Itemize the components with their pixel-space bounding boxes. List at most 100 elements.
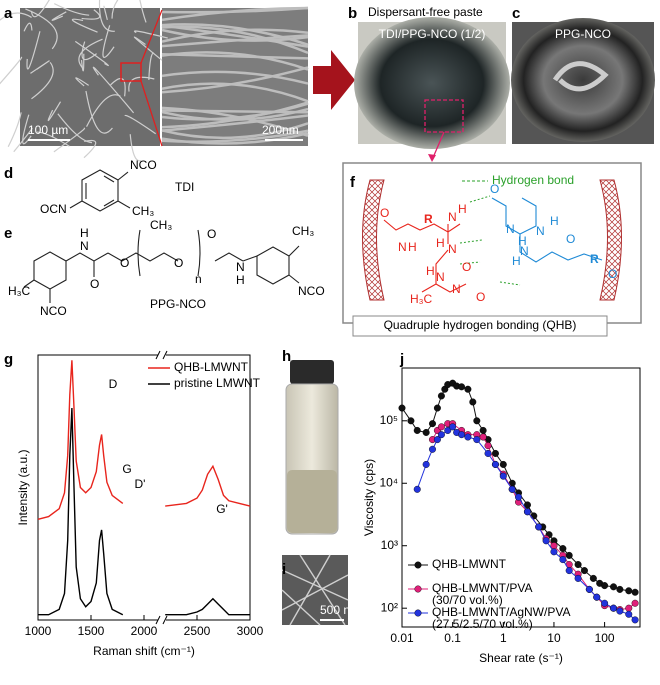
fiber <box>30 60 50 74</box>
x-tick-label: 10 <box>547 631 561 645</box>
fiber <box>53 127 86 153</box>
fiber <box>80 53 85 72</box>
fiber <box>83 139 97 159</box>
legend-marker <box>414 585 422 593</box>
atom: N <box>452 282 461 296</box>
fiber <box>23 22 33 32</box>
atom: NCO <box>298 284 325 298</box>
fiber <box>129 134 142 162</box>
x-tick-label: 2500 <box>184 624 211 638</box>
atom: N <box>520 244 529 258</box>
marker <box>625 604 633 612</box>
fiber <box>134 36 163 61</box>
atom: O <box>174 256 183 270</box>
fiber <box>161 114 309 132</box>
scale-bar-label: 500 nm <box>320 603 360 617</box>
fiber <box>161 66 309 94</box>
marker <box>437 392 445 400</box>
fiber <box>92 66 135 114</box>
zoom-box <box>120 62 142 82</box>
caption-box <box>352 315 608 337</box>
fiber <box>161 23 309 46</box>
atom: N <box>436 270 445 284</box>
legend-note: (27.5/2.5/70 vol.%) <box>432 617 533 631</box>
y-tick-label: 10³ <box>381 538 398 552</box>
series-line <box>38 407 250 616</box>
marker <box>574 574 582 582</box>
paste-swirl <box>552 61 609 92</box>
marker <box>413 485 421 493</box>
atom: N <box>506 222 515 236</box>
legend-note: (30/70 vol.%) <box>432 593 503 607</box>
x-tick-label: 2000 <box>131 624 158 638</box>
atom: OCN <box>40 202 67 216</box>
fiber <box>22 114 32 145</box>
series-line <box>37 360 251 520</box>
fiber <box>111 0 119 19</box>
atom: CH₃ <box>132 204 154 218</box>
fiber <box>78 38 103 70</box>
fiber <box>124 114 157 135</box>
atom: H <box>512 254 521 268</box>
panel-label: f <box>350 174 356 191</box>
fiber <box>0 56 23 85</box>
marker <box>398 404 406 412</box>
marker <box>469 398 477 406</box>
fiber <box>74 40 110 67</box>
panel-label: i <box>282 561 286 578</box>
marker <box>530 512 538 520</box>
marker <box>484 442 492 450</box>
marker <box>491 449 499 457</box>
fiber <box>86 94 121 127</box>
legend-label: QHB-LMWNT/AgNW/PVA <box>432 605 570 619</box>
fiber <box>128 76 155 92</box>
y-axis-label: Viscosity (cps) <box>362 459 376 536</box>
atom: H <box>80 226 89 240</box>
atom: O <box>608 267 617 281</box>
marker <box>458 431 466 439</box>
nanotube <box>362 179 385 301</box>
peak-label: D <box>109 377 118 391</box>
marker <box>444 426 452 434</box>
atom: H₃C <box>410 292 433 306</box>
fiber <box>110 77 126 97</box>
fiber <box>161 6 309 22</box>
fiber <box>31 61 54 100</box>
fiber <box>51 11 67 21</box>
marker <box>616 607 624 615</box>
paste-photo <box>511 18 655 142</box>
marker <box>585 585 593 593</box>
x-tick-label: 0.1 <box>444 631 461 645</box>
x-axis-label: Raman shift (cm⁻¹) <box>93 644 195 658</box>
y-tick-label: 10⁴ <box>379 475 398 489</box>
marker <box>413 426 421 434</box>
marker <box>616 585 624 593</box>
fiber <box>85 90 113 134</box>
fiber <box>25 8 58 50</box>
marker <box>484 449 492 457</box>
atom: N <box>536 224 545 238</box>
tdi-structure <box>69 169 131 212</box>
atom: CH₃ <box>150 218 172 232</box>
ppg-structure <box>23 229 300 303</box>
fiber <box>7 112 22 148</box>
marker <box>565 567 573 575</box>
plot-frame <box>401 367 641 628</box>
legend-label: pristine LMWNT <box>174 376 261 390</box>
atom: O <box>462 260 471 274</box>
atom: R <box>424 212 433 226</box>
fiber <box>161 122 309 140</box>
x-tick-label: 100 <box>595 631 615 645</box>
fiber <box>47 101 62 121</box>
caption: Quadruple hydrogen bonding (QHB) <box>384 318 577 332</box>
marker <box>499 460 507 468</box>
panel-label: e <box>4 225 12 242</box>
fibers <box>0 0 309 162</box>
peak-label: G' <box>216 502 228 516</box>
marker <box>449 423 457 431</box>
marker <box>565 551 573 559</box>
marker <box>473 436 481 444</box>
marker <box>428 445 436 453</box>
photo-label: PPG-NCO <box>555 27 611 41</box>
